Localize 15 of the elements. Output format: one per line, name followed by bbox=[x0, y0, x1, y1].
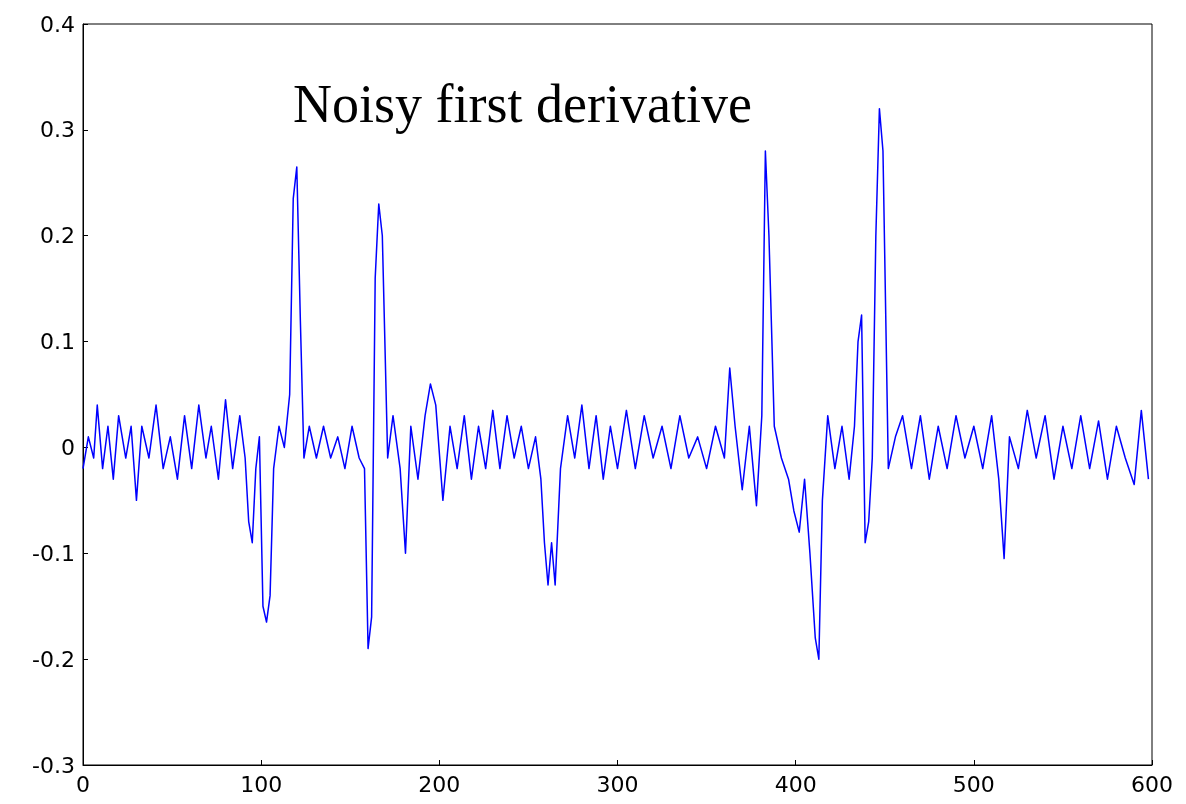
x-tick-label: 400 bbox=[774, 771, 817, 797]
y-tick-label: -0.1 bbox=[32, 540, 75, 566]
x-tick-label: 200 bbox=[418, 771, 461, 797]
y-tick-label: -0.2 bbox=[32, 646, 75, 672]
x-tick-label: 500 bbox=[952, 771, 995, 797]
y-tick-label: 0 bbox=[61, 434, 75, 460]
x-tick-label: 100 bbox=[240, 771, 283, 797]
text: Noisy first derivative bbox=[293, 74, 752, 134]
y-tick-label: 0.4 bbox=[40, 11, 75, 37]
y-tick-label: 0.2 bbox=[40, 223, 75, 249]
y-tick-label: 0.3 bbox=[40, 117, 75, 143]
x-tick-label: 300 bbox=[596, 771, 639, 797]
x-tick-label: 600 bbox=[1131, 771, 1173, 797]
y-tick-label: -0.3 bbox=[32, 752, 75, 778]
y-tick-label: 0.1 bbox=[40, 329, 75, 355]
